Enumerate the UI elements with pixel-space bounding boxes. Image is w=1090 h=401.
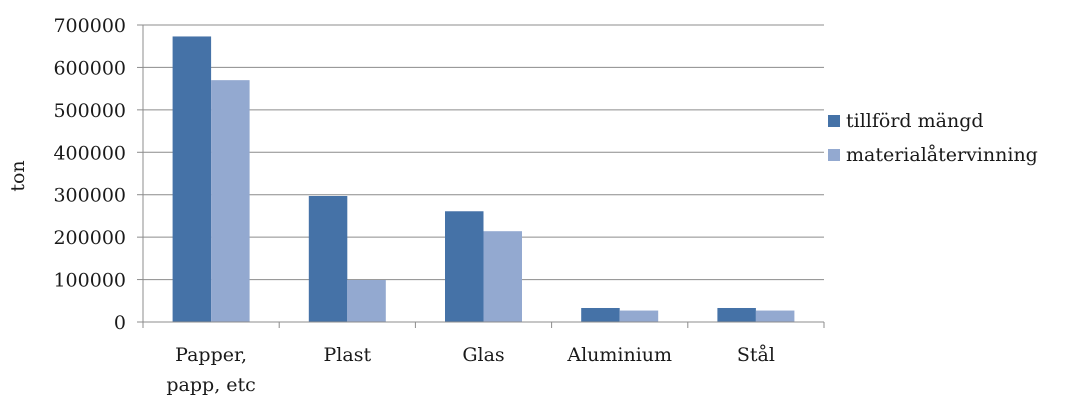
y-tick-label: 200000 xyxy=(53,227,126,249)
x-category-label: Plast xyxy=(324,344,372,366)
bar-tillford-mangd xyxy=(581,307,620,322)
bar-tillford-mangd xyxy=(308,195,348,322)
legend-item-tillford-mangd: tillförd mängd xyxy=(828,104,1038,138)
legend-label-materialatervinning: materialåtervinning xyxy=(846,144,1038,166)
bar-materialatervinning xyxy=(211,80,250,323)
y-tick-label: 100000 xyxy=(53,270,126,292)
x-category-label: Papper, papp, etc xyxy=(166,344,255,396)
y-tick-label: 700000 xyxy=(53,15,126,37)
y-axis-title: ton xyxy=(7,160,29,191)
y-tick-label: 600000 xyxy=(53,57,126,79)
x-category-label: Glas xyxy=(462,344,504,366)
y-tick-label: 500000 xyxy=(53,100,126,122)
legend-item-materialatervinning: materialåtervinning xyxy=(828,138,1038,172)
x-category-label: Stål xyxy=(737,344,775,366)
bar-materialatervinning xyxy=(619,310,659,322)
y-tick-label: 300000 xyxy=(53,185,126,207)
legend-swatch-materialatervinning xyxy=(828,149,840,161)
y-tick-label: 0 xyxy=(114,312,126,334)
bar-materialatervinning xyxy=(347,279,386,322)
legend-swatch-tillford-mangd xyxy=(828,115,840,127)
x-category-label: Aluminium xyxy=(566,344,672,366)
bar-tillford-mangd xyxy=(172,36,212,322)
legend-label-tillford-mangd: tillförd mängd xyxy=(846,110,984,132)
bar-materialatervinning xyxy=(755,310,795,322)
bar-tillford-mangd xyxy=(717,307,756,322)
bar-tillford-mangd xyxy=(445,211,484,322)
bar-materialatervinning xyxy=(483,231,522,322)
y-tick-label: 400000 xyxy=(53,142,126,164)
legend: tillförd mängd materialåtervinning xyxy=(828,104,1038,172)
